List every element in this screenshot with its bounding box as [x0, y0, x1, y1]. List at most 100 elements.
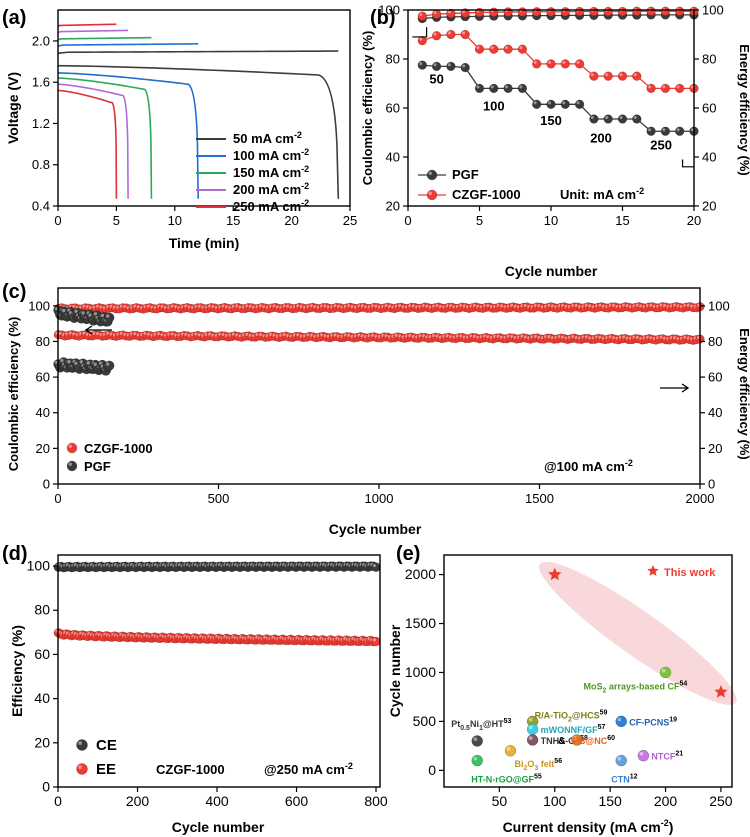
data-point-shine — [490, 85, 494, 89]
data-point — [660, 83, 671, 94]
legend-marker-shine — [78, 741, 82, 745]
x-tick-label: 800 — [364, 793, 388, 809]
charge-curve — [57, 43, 199, 47]
data-point-shine — [520, 334, 524, 338]
panel-c-ylabel: Coulombic efficiency (%) — [6, 317, 21, 472]
data-point-shine — [58, 331, 62, 335]
data-point-shine — [476, 85, 480, 89]
data-point-shine — [79, 360, 83, 364]
charge-curve — [57, 36, 152, 41]
data-point-shine — [622, 303, 626, 307]
legend-label: PGF — [452, 167, 479, 182]
data-point-shine — [269, 333, 273, 337]
data-point-shine — [547, 60, 552, 64]
data-point-shine — [106, 331, 110, 335]
data-point-shine — [272, 304, 276, 308]
data-point-shine — [683, 335, 687, 339]
data-point — [632, 71, 642, 81]
x-tick-label: 15 — [226, 213, 240, 228]
data-point-shine — [372, 563, 377, 568]
x-tick-label: 5 — [113, 213, 120, 228]
y-right-tick-label: 40 — [702, 150, 716, 165]
data-point-shine — [109, 332, 113, 336]
data-point-shine — [590, 115, 594, 120]
data-point-shine — [160, 304, 164, 308]
data-point-shine — [619, 115, 623, 120]
y-tick-label: 0 — [42, 779, 50, 795]
y-tick-label: 80 — [34, 602, 50, 618]
legend-label: CZGF-1000 — [84, 441, 153, 456]
legend-marker — [66, 442, 78, 454]
reference-label: NTCF21 — [651, 751, 683, 762]
legend-marker-shine — [78, 765, 82, 769]
data-point-shine — [513, 304, 517, 308]
data-point-shine — [598, 303, 602, 307]
data-point-shine — [82, 331, 86, 335]
sample-note: CZGF-1000 — [156, 762, 225, 777]
reference-point — [637, 749, 650, 762]
right-axis-arrow — [660, 383, 690, 393]
data-point-shine — [625, 304, 629, 308]
data-point-shine — [686, 303, 690, 307]
data-point-shine — [519, 85, 523, 89]
data-point-shine — [194, 332, 198, 336]
reference-label: CTN12 — [611, 774, 637, 785]
data-point-shine — [421, 334, 425, 338]
panel-c-xlabel: Cycle number — [329, 521, 422, 537]
data-point — [589, 114, 599, 124]
panel-a-label: (a) — [2, 7, 26, 29]
data-point — [589, 71, 599, 81]
x-tick-label: 0 — [54, 213, 61, 228]
reference-label: R/A-TiO2@HCS59 — [535, 709, 608, 723]
x-tick-label: 25 — [343, 213, 357, 228]
data-point — [660, 126, 671, 136]
panel-c-frame — [57, 287, 701, 485]
data-point-shine — [350, 305, 354, 309]
data-point-shine — [109, 304, 113, 308]
panel-d-efficiency: 0 200 400 600 800 0 20 40 60 80 100 Cycle number E… — [9, 554, 388, 835]
data-point-shine — [608, 335, 612, 339]
data-point — [104, 312, 115, 323]
data-point-shine — [119, 331, 123, 335]
panel-b-data: 50 100 150 200 250 — [412, 6, 699, 168]
data-point-shine — [598, 335, 602, 339]
discharge-curve — [57, 72, 199, 199]
data-point — [517, 7, 528, 17]
data-point-shine — [612, 336, 616, 340]
data-point — [646, 6, 656, 16]
data-point-shine — [462, 64, 466, 68]
panel-d-xlabel: Cycle number — [172, 819, 265, 835]
reference-point-shine — [473, 737, 478, 741]
data-point-shine — [160, 333, 164, 337]
data-point-shine — [562, 60, 566, 64]
y-right-tick-label: 0 — [708, 477, 715, 492]
unit-note: Unit: mA cm-2 — [560, 186, 644, 202]
data-point-shine — [649, 303, 653, 307]
data-point-shine — [408, 333, 412, 337]
data-point-shine — [676, 85, 680, 89]
this-work-star — [548, 567, 562, 581]
x-tick-label: 250 — [709, 793, 733, 809]
data-point-shine — [662, 85, 666, 89]
reference-point-shine — [573, 736, 577, 741]
condition-note: @250 mA cm-2 — [264, 761, 353, 777]
data-point — [675, 126, 685, 136]
legend-marker — [76, 763, 88, 775]
panel-c-ylabel-right: Energy efficiency (%) — [737, 328, 750, 460]
data-point-shine — [208, 332, 212, 336]
reference-point-shine — [661, 668, 666, 673]
reference-point-shine — [528, 725, 533, 730]
charge-curve — [57, 23, 117, 28]
data-point-shine — [472, 334, 476, 338]
y-tick-label: 80 — [36, 334, 50, 349]
data-point-shine — [93, 362, 98, 367]
data-point — [431, 31, 442, 41]
data-point-shine — [696, 335, 700, 339]
reference-label: Bi2O3 felt56 — [514, 758, 562, 772]
data-point-shine — [286, 304, 290, 308]
data-point-shine — [662, 128, 666, 132]
panel-e-label: (e) — [396, 543, 420, 565]
